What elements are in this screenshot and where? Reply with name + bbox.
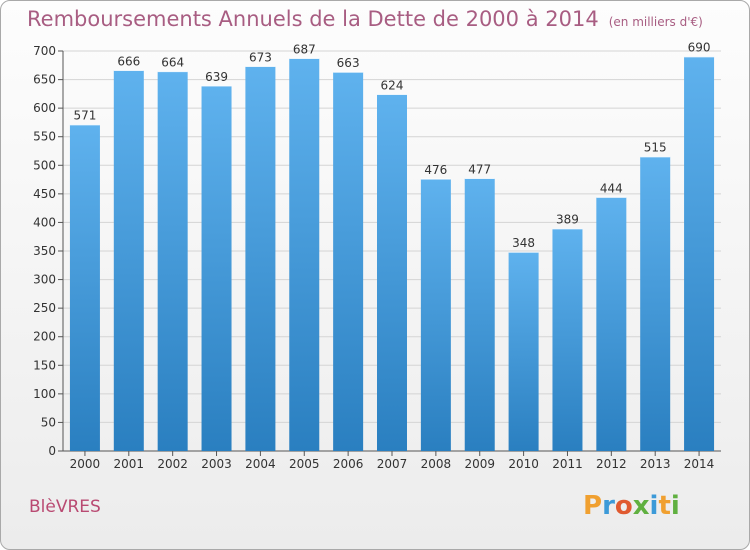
value-label: 663 [337, 56, 360, 70]
value-label: 673 [249, 50, 272, 64]
commune-name: BlèVRES [29, 497, 101, 517]
y-tick-label: 300 [33, 273, 56, 287]
x-tick-label: 2005 [289, 457, 320, 471]
y-tick-label: 0 [48, 444, 56, 458]
x-tick-label: 2006 [333, 457, 364, 471]
bar [157, 71, 188, 452]
x-tick-label: 2012 [596, 457, 627, 471]
x-tick-label: 2008 [421, 457, 452, 471]
x-tick-label: 2001 [114, 457, 145, 471]
value-label: 571 [73, 109, 96, 123]
y-tick-label: 600 [33, 101, 56, 115]
chart-unit: (en milliers d'€) [608, 15, 703, 29]
y-tick-label: 500 [33, 158, 56, 172]
value-label: 477 [468, 162, 491, 176]
proxiti-logo: Proxiti [583, 491, 680, 521]
x-tick-label: 2003 [201, 457, 232, 471]
logo-letter: P [583, 491, 603, 521]
value-label: 664 [161, 56, 184, 70]
value-label: 476 [424, 163, 447, 177]
bar [113, 70, 144, 451]
bar [552, 228, 583, 451]
y-tick-label: 350 [33, 244, 56, 258]
y-tick-label: 50 [41, 415, 56, 429]
y-tick-label: 200 [33, 330, 56, 344]
y-tick-label: 100 [33, 387, 56, 401]
value-label: 348 [512, 236, 535, 250]
value-label: 690 [688, 41, 711, 55]
x-tick-label: 2009 [464, 457, 495, 471]
bar [684, 56, 715, 451]
value-label: 389 [556, 213, 579, 227]
y-tick-label: 650 [33, 73, 56, 87]
bar [201, 85, 232, 451]
value-label: 666 [117, 54, 140, 68]
x-tick-label: 2002 [157, 457, 188, 471]
logo-letter: o [614, 491, 633, 521]
bar [640, 156, 671, 451]
y-tick-label: 250 [33, 301, 56, 315]
logo-letter: r [602, 491, 615, 521]
y-tick-label: 450 [33, 187, 56, 201]
value-label: 687 [293, 42, 316, 56]
bar [596, 197, 627, 451]
x-tick-label: 2010 [508, 457, 539, 471]
bar [245, 66, 276, 451]
chart-title: Remboursements Annuels de la Dette de 20… [27, 7, 703, 31]
x-tick-label: 2004 [245, 457, 276, 471]
bar [508, 252, 539, 451]
bar [333, 72, 364, 452]
bar [420, 179, 451, 451]
bar [69, 124, 100, 451]
y-tick-label: 400 [33, 215, 56, 229]
x-tick-label: 2014 [684, 457, 715, 471]
value-label: 639 [205, 70, 228, 84]
bar [464, 178, 495, 451]
y-tick-label: 700 [33, 44, 56, 58]
bar [289, 58, 320, 452]
x-tick-label: 2013 [640, 457, 671, 471]
x-tick-label: 2000 [70, 457, 101, 471]
y-tick-label: 150 [33, 358, 56, 372]
logo-letter: t [658, 491, 671, 521]
value-label: 624 [381, 78, 404, 92]
bar [377, 94, 407, 451]
value-label: 444 [600, 181, 623, 195]
y-tick-label: 550 [33, 130, 56, 144]
logo-letter: x [632, 491, 650, 521]
logo-letter: i [649, 491, 659, 521]
value-label: 515 [644, 141, 667, 155]
x-tick-label: 2011 [552, 457, 583, 471]
chart-title-text: Remboursements Annuels de la Dette de 20… [27, 7, 599, 31]
x-tick-label: 2007 [377, 457, 408, 471]
logo-letter: i [670, 491, 680, 521]
